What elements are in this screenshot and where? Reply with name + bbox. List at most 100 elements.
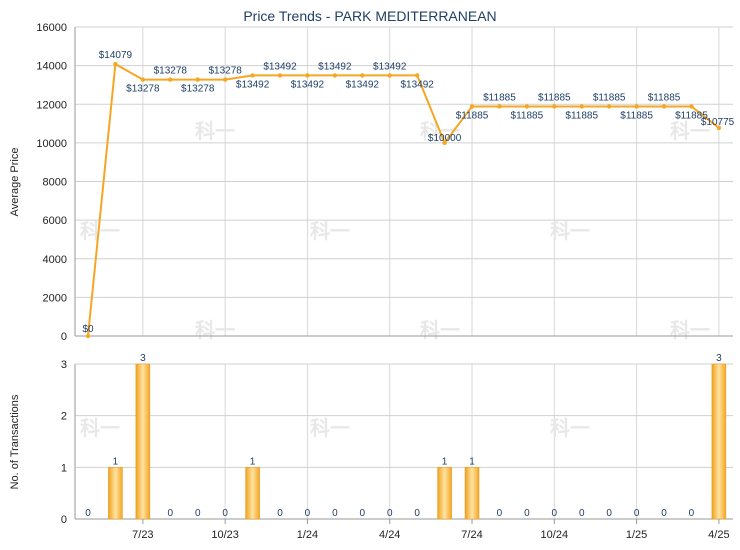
price-point <box>305 73 310 78</box>
transactions-plot-area <box>75 364 733 519</box>
transaction-count-label: 1 <box>442 456 448 467</box>
transaction-count-label: 3 <box>716 353 722 364</box>
price-point <box>716 125 722 131</box>
chart-marks <box>85 61 727 520</box>
watermark-text: 科一 <box>670 119 710 143</box>
price-line <box>87 62 720 337</box>
x-tick-label: 4/24 <box>379 529 400 541</box>
price-data-label: $0 <box>82 324 94 335</box>
price-point <box>442 140 447 146</box>
transaction-count-label: 1 <box>113 456 119 467</box>
price-y-tick-label: 14000 <box>36 61 67 73</box>
transaction-count-label: 0 <box>689 508 695 519</box>
transaction-count-label: 0 <box>661 508 667 519</box>
price-data-label: $11885 <box>483 92 516 103</box>
transaction-count-label: 0 <box>579 508 585 519</box>
price-point <box>689 104 694 109</box>
price-y-tick-label: 8000 <box>43 177 67 189</box>
price-point <box>222 77 228 82</box>
transaction-bar <box>711 363 727 520</box>
price-data-label: $11885 <box>538 92 571 103</box>
price-point <box>606 104 612 109</box>
x-tick-label: 7/24 <box>461 529 482 541</box>
price-data-label: $13278 <box>181 84 215 95</box>
price-data-label: $13492 <box>400 79 434 90</box>
transactions-y-tick-label: 1 <box>61 462 67 474</box>
transaction-bar <box>437 467 452 520</box>
price-y-tick-label: 6000 <box>43 215 67 227</box>
transaction-bar <box>464 467 480 520</box>
transaction-bar <box>108 467 123 520</box>
watermark-text: 科一 <box>310 219 350 243</box>
transactions-y-tick-label: 0 <box>61 514 67 526</box>
transaction-count-label: 0 <box>195 508 201 519</box>
x-tick-label: 7/23 <box>132 529 153 541</box>
transaction-bar <box>135 363 151 520</box>
axes: 0200040006000800010000120001400016000012… <box>36 22 733 541</box>
price-data-label: $11885 <box>593 92 626 103</box>
watermark-text: 科一 <box>550 219 590 243</box>
transaction-count-label: 0 <box>168 508 174 519</box>
price-y-tick-label: 2000 <box>43 292 67 304</box>
price-point <box>387 73 392 78</box>
price-point <box>332 73 338 78</box>
x-tick-label: 4/25 <box>708 529 729 541</box>
chart-title: Price Trends - PARK MEDITERRANEAN <box>243 8 496 24</box>
data-labels: 0 1 3 0 0 0 1 0 0 0 0 0 0 1 1 0 0 0 0 0 0 0 0 3 $0 $14079 $13278 $1… <box>82 50 734 519</box>
watermark-text: 科一 <box>195 119 235 143</box>
transaction-count-label: 0 <box>85 508 91 519</box>
transaction-bar <box>245 467 260 520</box>
price-point <box>140 77 146 82</box>
price-data-label: $13278 <box>208 66 242 77</box>
price-point <box>113 61 118 67</box>
plot-backgrounds <box>75 27 733 519</box>
transaction-count-label: 1 <box>469 456 475 467</box>
price-data-label: $13278 <box>154 66 188 77</box>
transaction-count-label: 0 <box>414 508 420 519</box>
price-point <box>168 77 173 82</box>
price-y-tick-label: 4000 <box>43 254 67 266</box>
transaction-count-label: 0 <box>552 508 558 519</box>
x-tick-label: 10/24 <box>541 529 569 541</box>
watermark-text: 科一 <box>670 318 710 342</box>
transaction-count-label: 3 <box>140 353 146 364</box>
price-point <box>195 77 200 82</box>
price-point <box>469 104 475 109</box>
price-y-tick-label: 10000 <box>36 138 67 150</box>
price-data-label: $13492 <box>263 61 297 72</box>
price-point <box>552 104 557 109</box>
price-point <box>85 333 91 339</box>
x-tick-label: 1/24 <box>297 529 318 541</box>
y-axis-title-transactions: No. of Transactions <box>9 394 21 489</box>
price-point <box>277 73 283 78</box>
transactions-y-tick-label: 2 <box>61 411 67 423</box>
watermark-text: 科一 <box>80 416 120 440</box>
watermark-text: 科一 <box>550 416 590 440</box>
transaction-count-label: 1 <box>250 456 256 467</box>
transaction-count-label: 0 <box>305 508 311 519</box>
price-data-label: $13278 <box>126 84 160 95</box>
transaction-count-label: 0 <box>606 508 612 519</box>
price-data-label: $13492 <box>373 61 407 72</box>
price-data-label: $11885 <box>456 110 489 121</box>
price-point <box>524 104 530 109</box>
price-data-label: $11885 <box>511 110 544 121</box>
watermark-text: 科一 <box>310 416 350 440</box>
price-point <box>634 104 639 109</box>
transaction-count-label: 0 <box>360 508 366 519</box>
price-data-label: $13492 <box>318 61 352 72</box>
x-tick-label: 1/25 <box>626 529 647 541</box>
watermark-text: 科一 <box>420 318 460 342</box>
transaction-count-label: 0 <box>524 508 530 519</box>
transaction-count-label: 0 <box>634 508 640 519</box>
transaction-count-label: 0 <box>332 508 338 519</box>
price-data-label: $11885 <box>565 110 598 121</box>
price-data-label: $14079 <box>99 50 133 61</box>
price-point <box>497 104 502 109</box>
price-point <box>250 73 255 78</box>
price-point <box>360 73 365 78</box>
price-y-tick-label: 12000 <box>36 99 67 111</box>
